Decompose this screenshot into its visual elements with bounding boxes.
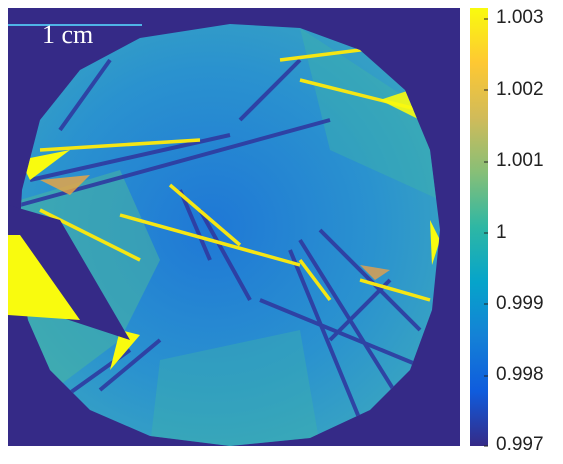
colorbar-tick-label: 0.999 — [496, 293, 544, 314]
colorbar-tick-label: 1 — [496, 222, 507, 243]
colorbar-ticks — [484, 18, 488, 447]
sample-disk — [18, 24, 440, 446]
colorbar-tick-label: 1.003 — [496, 7, 544, 28]
colorbar-tick-label: 1.001 — [496, 150, 544, 171]
colorbar-tick-label: 0.998 — [496, 364, 544, 385]
colorbar — [470, 8, 488, 446]
scale-bar-label: 1 cm — [42, 20, 94, 49]
colorbar-tick-label: 0.997 — [496, 434, 544, 455]
colorbar-tick-label: 1.002 — [496, 79, 544, 100]
yellow-wedge — [8, 235, 80, 320]
